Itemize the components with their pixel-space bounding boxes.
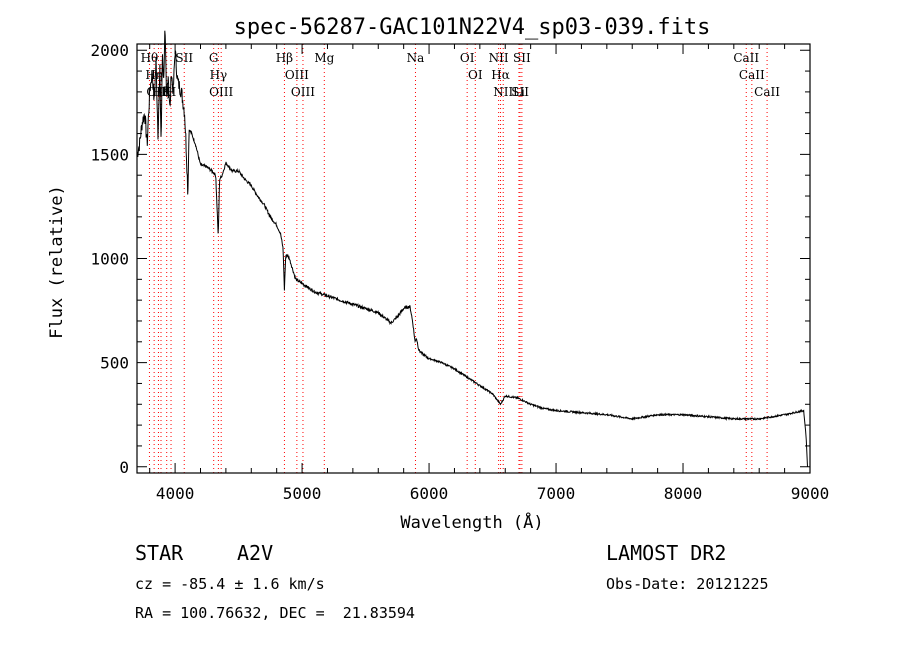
line-label-17: NII (489, 51, 509, 65)
x-axis-label: Wavelength (Å) (400, 511, 543, 533)
chart-title: spec-56287-GAC101N22V4_sp03-039.fits (234, 15, 711, 40)
line-marker-layer (148, 44, 768, 473)
line-label-12: OIII (291, 85, 315, 99)
line-label-22: SII (513, 51, 531, 65)
line-label-1: Hη (145, 68, 163, 82)
line-label-8: Hγ (210, 68, 228, 82)
axis-ticks: 4000 5000 6000 7000 8000 9000 0 500 1000 1500 2000 (90, 41, 829, 503)
redshift-velocity: cz = -85.4 ± 1.6 km/s (135, 575, 325, 593)
line-label-19: NII (493, 85, 513, 99)
x-tick-label-7000: 7000 (537, 484, 576, 503)
object-class: STAR (135, 541, 184, 565)
line-label-18: Hα (491, 68, 510, 82)
line-label-0: Hθ (141, 51, 159, 65)
spectrum-line (136, 30, 808, 467)
observation-date: Obs-Date: 20121225 (606, 575, 769, 593)
line-label-16: OI (468, 68, 483, 82)
line-label-15: OI (460, 51, 475, 65)
y-tick-label-1500: 1500 (90, 145, 129, 164)
line-label-13: Mg (314, 51, 334, 65)
line-label-11: OIII (285, 68, 309, 82)
line-label-24: CaII (739, 68, 765, 82)
x-tick-label-9000: 9000 (791, 484, 830, 503)
x-tick-label-8000: 8000 (664, 484, 703, 503)
y-axis-label: Flux (relative) (47, 185, 67, 339)
y-tick-label-500: 500 (100, 354, 129, 373)
x-tick-label-6000: 6000 (410, 484, 449, 503)
y-tick-label-2000: 2000 (90, 41, 129, 60)
line-label-20: Li (513, 85, 525, 99)
y-tick-label-1000: 1000 (90, 250, 129, 269)
line-label-25: CaII (754, 85, 780, 99)
coordinates: RA = 100.76632, DEC = 21.83594 (135, 604, 415, 622)
survey-name: LAMOST DR2 (606, 541, 727, 565)
spectral-subclass: A2V (237, 541, 274, 565)
line-label-9: OIII (209, 85, 233, 99)
line-label-10: Hβ (276, 51, 293, 65)
y-tick-label-0: 0 (119, 458, 129, 477)
line-label-23: CaII (733, 51, 759, 65)
line-label-14: Na (407, 51, 425, 65)
x-tick-label-5000: 5000 (283, 484, 322, 503)
line-label-7: G (209, 51, 219, 65)
line-label-6: SII (175, 51, 193, 65)
x-tick-label-4000: 4000 (156, 484, 195, 503)
plot-frame (136, 43, 811, 474)
line-label-21: SII (511, 85, 529, 99)
